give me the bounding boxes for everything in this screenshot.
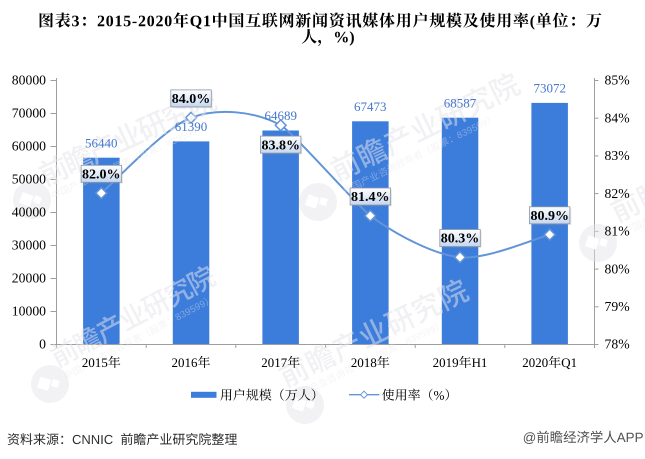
svg-text:67473: 67473 xyxy=(354,99,387,114)
svg-text:82%: 82% xyxy=(605,186,630,201)
svg-text:80.9%: 80.9% xyxy=(530,209,569,224)
svg-text:83.8%: 83.8% xyxy=(261,138,300,153)
svg-text:61390: 61390 xyxy=(175,119,208,134)
svg-text:50000: 50000 xyxy=(12,172,46,187)
svg-text:79%: 79% xyxy=(605,299,630,314)
svg-text:60000: 60000 xyxy=(12,139,46,154)
svg-text:30000: 30000 xyxy=(12,238,46,253)
svg-text:70000: 70000 xyxy=(12,106,46,121)
svg-text:64689: 64689 xyxy=(264,108,297,123)
svg-text:20000: 20000 xyxy=(12,271,46,286)
svg-text:80%: 80% xyxy=(605,261,630,276)
svg-text:84%: 84% xyxy=(605,110,630,125)
svg-text:85%: 85% xyxy=(605,73,630,88)
svg-text:83%: 83% xyxy=(605,148,630,163)
svg-text:78%: 78% xyxy=(605,337,630,352)
svg-text:81%: 81% xyxy=(605,224,630,239)
svg-text:82.0%: 82.0% xyxy=(82,168,121,183)
svg-text:80.3%: 80.3% xyxy=(441,232,480,247)
svg-text:68587: 68587 xyxy=(444,95,477,110)
svg-text:80000: 80000 xyxy=(12,73,46,88)
svg-text:81.4%: 81.4% xyxy=(351,190,390,205)
svg-text:56440: 56440 xyxy=(85,135,118,150)
svg-text:0: 0 xyxy=(39,337,46,352)
svg-text:10000: 10000 xyxy=(12,304,46,319)
svg-text:84.0%: 84.0% xyxy=(172,92,211,107)
svg-text:73072: 73072 xyxy=(533,81,566,96)
svg-text:40000: 40000 xyxy=(12,205,46,220)
